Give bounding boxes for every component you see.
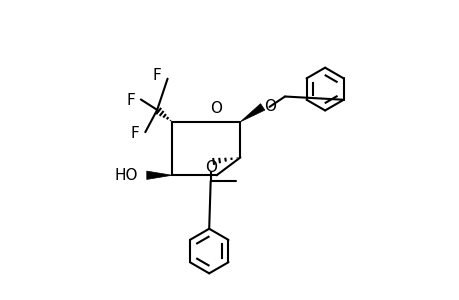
Text: O: O [204, 160, 216, 175]
Text: F: F [152, 68, 161, 83]
Text: HO: HO [114, 168, 138, 183]
Text: F: F [130, 126, 139, 141]
Polygon shape [240, 104, 264, 122]
Text: F: F [126, 94, 134, 109]
Text: O: O [263, 99, 275, 114]
Polygon shape [146, 171, 172, 179]
Text: O: O [210, 101, 222, 116]
